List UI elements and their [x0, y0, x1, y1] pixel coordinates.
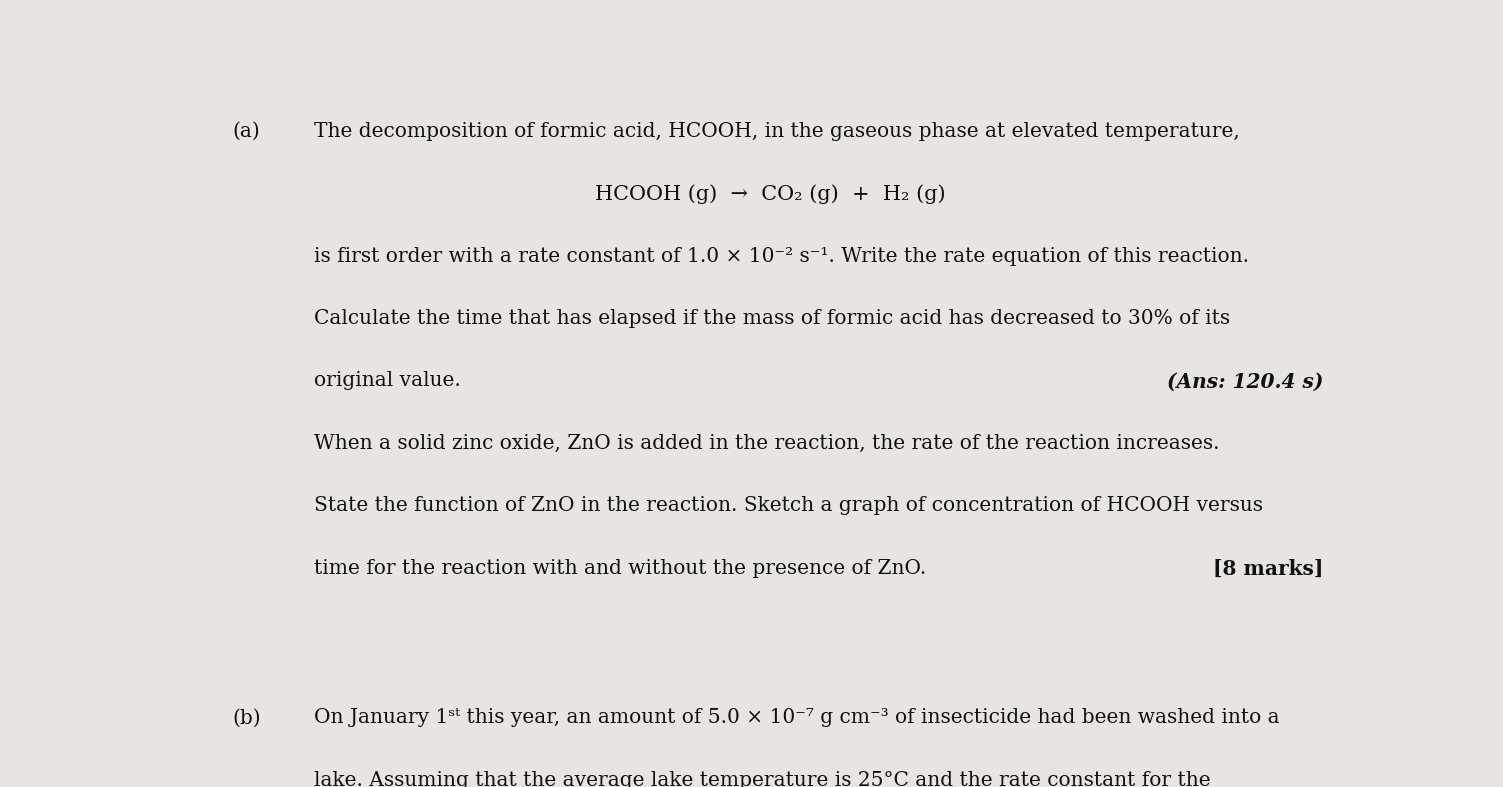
Text: When a solid zinc oxide, ZnO is added in the reaction, the rate of the reaction : When a solid zinc oxide, ZnO is added in… — [314, 434, 1219, 453]
Text: is first order with a rate constant of 1.0 × 10⁻² s⁻¹. Write the rate equation o: is first order with a rate constant of 1… — [314, 246, 1249, 265]
Text: [8 marks]: [8 marks] — [1213, 559, 1324, 578]
Text: original value.: original value. — [314, 371, 460, 390]
Text: lake. Assuming that the average lake temperature is 25°C and the rate constant f: lake. Assuming that the average lake tem… — [314, 770, 1210, 787]
Text: On January 1ˢᵗ this year, an amount of 5.0 × 10⁻⁷ g cm⁻³ of insecticide had been: On January 1ˢᵗ this year, an amount of 5… — [314, 708, 1279, 727]
Text: Calculate the time that has elapsed if the mass of formic acid has decreased to : Calculate the time that has elapsed if t… — [314, 309, 1229, 328]
Text: The decomposition of formic acid, HCOOH, in the gaseous phase at elevated temper: The decomposition of formic acid, HCOOH,… — [314, 122, 1240, 141]
Text: State the function of ZnO in the reaction. Sketch a graph of concentration of HC: State the function of ZnO in the reactio… — [314, 497, 1263, 515]
Text: (b): (b) — [231, 708, 260, 727]
Text: time for the reaction with and without the presence of ZnO.: time for the reaction with and without t… — [314, 559, 926, 578]
Text: (a): (a) — [231, 122, 260, 141]
Text: HCOOH (g)  →  CO₂ (g)  +  H₂ (g): HCOOH (g) → CO₂ (g) + H₂ (g) — [595, 184, 945, 204]
Text: (Ans: 120.4 s): (Ans: 120.4 s) — [1168, 371, 1324, 391]
